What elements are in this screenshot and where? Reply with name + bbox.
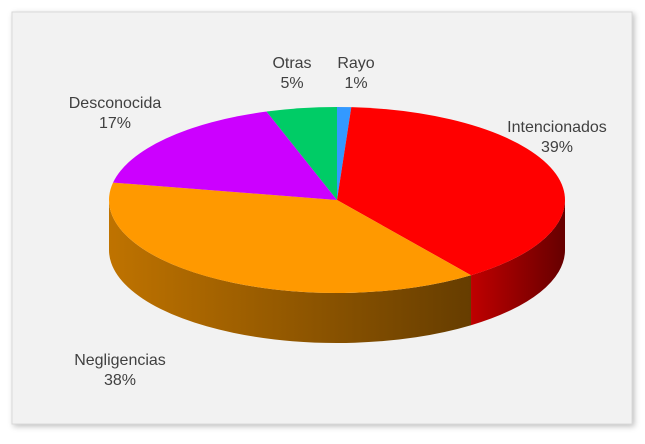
slice-value-label: 5%	[280, 75, 303, 92]
slice-value-label: 17%	[99, 115, 131, 132]
slice-label: Otras	[272, 55, 311, 72]
slice-value-label: 1%	[344, 75, 367, 92]
slice-label: Desconocida	[69, 95, 162, 112]
slice	[337, 107, 565, 276]
slice-value-label: 39%	[541, 139, 573, 156]
slice	[113, 111, 337, 200]
slice-side	[109, 200, 472, 343]
pie	[108, 107, 565, 343]
slice-value-label: 38%	[104, 372, 136, 389]
slice	[266, 107, 337, 200]
slice	[108, 182, 472, 294]
slice-label: Negligencias	[74, 352, 166, 369]
slice-side	[471, 200, 565, 326]
slice-label: Intencionados	[507, 119, 607, 136]
slice	[337, 107, 352, 200]
slice-label: Rayo	[337, 55, 374, 72]
